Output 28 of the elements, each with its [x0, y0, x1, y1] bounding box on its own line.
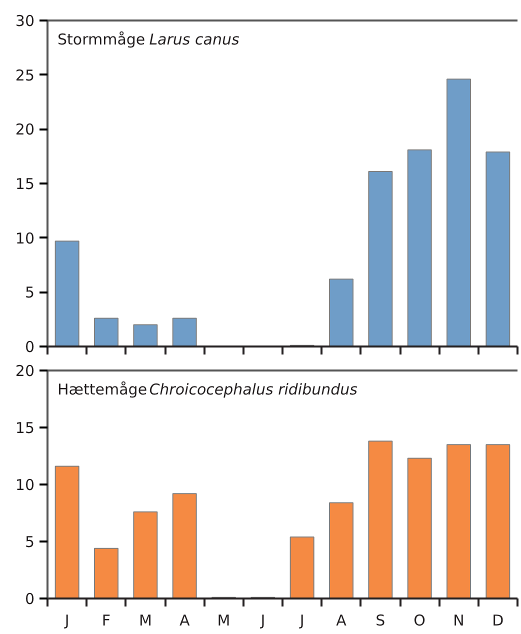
y-tick-label: 5 [24, 533, 35, 551]
y-tick-label: 25 [15, 66, 35, 84]
x-tick-label: O [414, 612, 426, 630]
x-tick-label: M [217, 612, 230, 630]
y-tick-label: 20 [15, 362, 35, 380]
text: Chroicocephalus ridibundus [149, 380, 358, 398]
x-tick-label: A [179, 612, 190, 630]
x-tick-label: J [298, 612, 304, 630]
x-tick-label: N [453, 612, 464, 630]
text: Larus canus [149, 30, 240, 48]
y-tick-label: 0 [24, 590, 35, 608]
y-tick-label: 10 [15, 476, 35, 494]
y-tick-label: 10 [15, 229, 35, 248]
text: Stormmåge [58, 30, 146, 48]
y-tick-label: 20 [15, 120, 35, 139]
x-tick-label: D [492, 612, 504, 630]
y-tick-label: 30 [15, 12, 35, 30]
y-tick-label: 15 [15, 175, 35, 193]
x-tick-label: M [138, 612, 152, 630]
y-tick-label: 0 [24, 338, 35, 356]
text: Hættemåge [58, 380, 148, 398]
y-tick-label: 15 [15, 419, 35, 437]
x-tick-label: S [376, 612, 386, 630]
x-tick-label: J [64, 612, 70, 630]
x-tick-label: F [102, 612, 111, 630]
x-tick-label: A [336, 612, 348, 630]
x-tick-label: J [260, 612, 266, 630]
y-tick-label: 5 [24, 284, 35, 302]
